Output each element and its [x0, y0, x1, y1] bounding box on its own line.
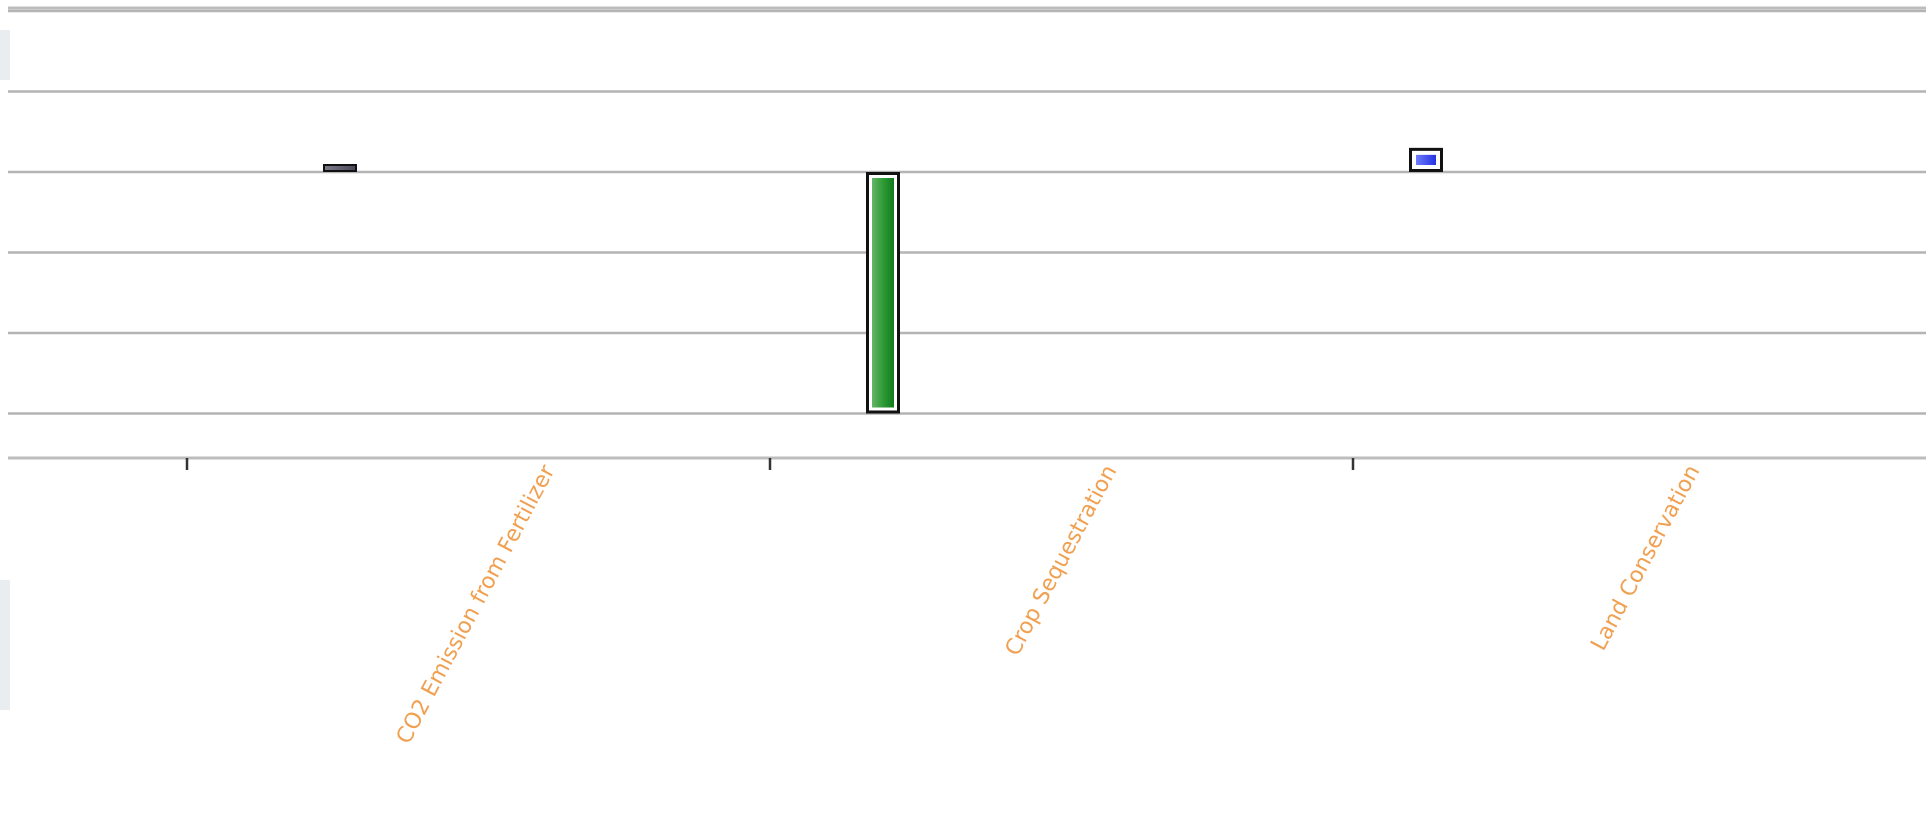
- gridlines: [8, 6, 1926, 415]
- bar-1: [872, 178, 894, 408]
- window-edge-tab-bottom: [0, 580, 10, 710]
- bars: [323, 147, 1443, 414]
- category-labels: CO2 Emission from Fertilizer Crop Sequest…: [392, 460, 1705, 748]
- bar-2: [1416, 154, 1436, 165]
- bar-0: [325, 166, 355, 170]
- category-label-2: Land Conservation: [1586, 461, 1705, 655]
- x-axis: [8, 456, 1926, 470]
- category-label-1: Crop Sequestration: [1001, 461, 1123, 660]
- category-label-0: CO2 Emission from Fertilizer: [392, 460, 561, 748]
- window-edge-tab-top: [0, 30, 10, 80]
